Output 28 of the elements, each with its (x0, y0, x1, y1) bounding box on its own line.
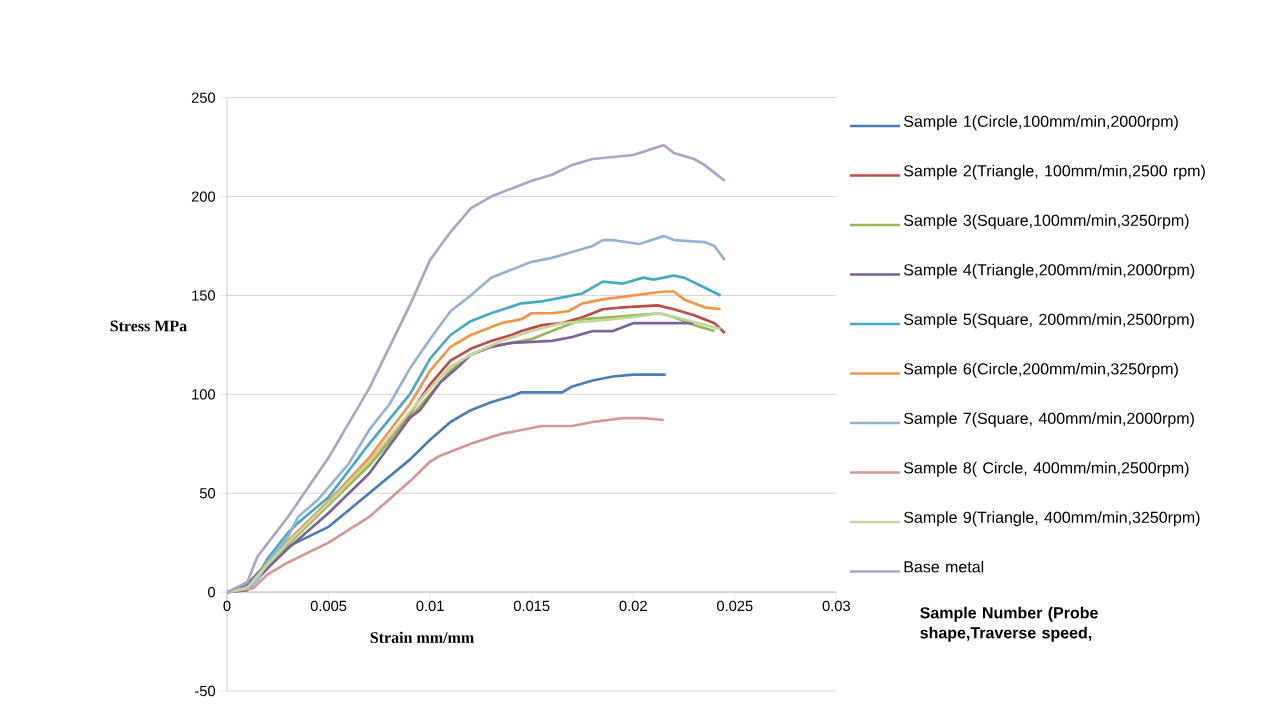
y-tick-label: 0 (208, 586, 216, 598)
x-axis-title: Strain mm/mm (370, 631, 474, 643)
legend-label: Base metal (904, 560, 984, 573)
x-tick-label: 0.02 (619, 600, 647, 612)
legend-label: Sample 9(Triangle, 400mm/min,3250rpm) (904, 511, 1200, 527)
x-tick-label: 0 (223, 600, 231, 612)
x-tick-label: 0.01 (416, 600, 444, 612)
text: Sample Number (Probe shape,Traverse speed, (920, 606, 1098, 642)
legend-label: Sample 6(Circle,200mm/min,3250rpm) (904, 362, 1178, 378)
x-tick-label: 0.015 (513, 600, 550, 612)
y-tick-label: 250 (191, 92, 216, 103)
y-axis-title: Stress MPa (110, 320, 187, 332)
y-tick-label: 150 (192, 290, 216, 301)
legend-label: Sample 1(Circle,100mm/min,2000rpm) (904, 115, 1178, 131)
x-tick-label: 0.025 (717, 600, 753, 612)
y-tick-label: -50 (195, 685, 216, 697)
legend-label: Sample 3(Square,100mm/min,3250rpm) (904, 214, 1189, 230)
x-tick-label: 0.005 (310, 600, 347, 612)
legend-label: Sample 2(Triangle, 100mm/min,2500 rpm) (904, 164, 1205, 180)
y-tick-label: 200 (191, 191, 216, 202)
legend-label: Sample 8( Circle, 400mm/min,2500rpm) (904, 461, 1189, 477)
legend-label: Sample 5(Square, 200mm/min,2500rpm) (904, 313, 1194, 329)
y-tick-label: 50 (199, 488, 216, 499)
legend-label: Sample 7(Square, 400mm/min,2000rpm) (904, 412, 1194, 428)
legend-label: Sample 4(Triangle,200mm/min,2000rpm) (904, 263, 1195, 279)
y-tick-label: 100 (192, 389, 216, 400)
line-series (227, 143, 726, 594)
x-tick-label: 0.03 (822, 600, 850, 612)
